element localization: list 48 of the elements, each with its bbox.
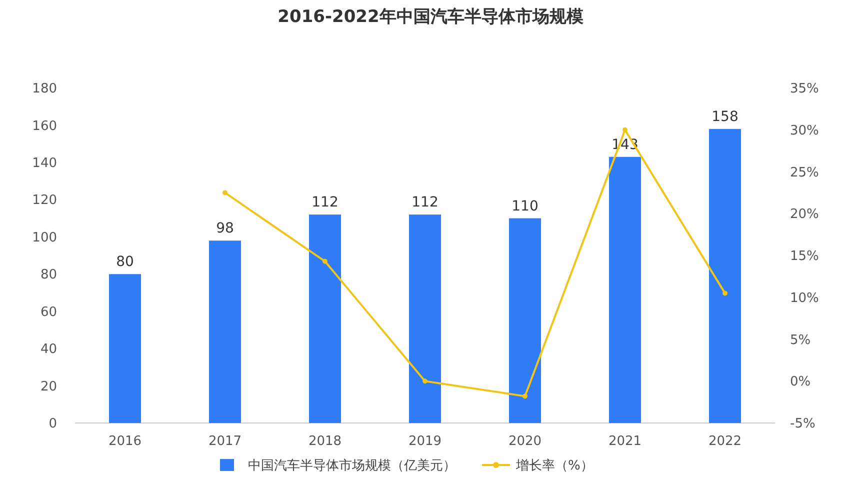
x-tick-label: 2022 <box>708 434 742 449</box>
y2-tick-label: 15% <box>790 249 819 264</box>
x-tick-label: 2017 <box>208 434 242 449</box>
y2-tick-label: 25% <box>790 165 819 180</box>
point <box>522 394 528 399</box>
x-tick-label: 2019 <box>408 434 442 449</box>
y2-tick-label: -5% <box>790 416 816 432</box>
point <box>422 378 428 384</box>
y-tick-label: 60 <box>40 304 57 320</box>
y2-tick-label: 20% <box>790 207 819 222</box>
point <box>222 190 228 196</box>
y-tick-label: 140 <box>32 156 57 171</box>
legend-label: 中国汽车半导体市场规模（亿美元） <box>248 458 456 474</box>
y-tick-label: 160 <box>32 118 57 134</box>
legend-label: 增长率（%） <box>515 458 594 474</box>
x-tick-label: 2016 <box>108 434 142 449</box>
bar <box>409 214 441 423</box>
bar <box>109 274 141 423</box>
y-tick-label: 80 <box>40 268 57 283</box>
y-tick-label: 120 <box>32 193 57 208</box>
y2-tick-label: 30% <box>790 123 819 138</box>
data-label: 158 <box>712 108 738 125</box>
bar <box>309 214 341 423</box>
y-tick-label: 100 <box>32 230 57 246</box>
bar <box>509 218 541 423</box>
bar <box>609 156 641 423</box>
y-tick-label: 20 <box>40 379 57 394</box>
chart-title: 2016-2022年中国汽车半导体市场规模 <box>278 7 584 27</box>
data-label: 112 <box>412 194 438 211</box>
data-label: 80 <box>116 254 134 270</box>
data-label: 112 <box>312 194 338 211</box>
point <box>722 290 728 296</box>
x-tick-label: 2018 <box>308 434 342 449</box>
y-tick-label: 40 <box>40 342 57 358</box>
y-tick-label: 0 <box>48 416 57 432</box>
y2-tick-label: 35% <box>790 82 819 97</box>
y2-tick-label: 10% <box>790 290 819 306</box>
point <box>322 258 328 264</box>
point <box>622 127 628 132</box>
y2-tick-label: 0% <box>790 374 811 390</box>
bar <box>709 128 741 423</box>
y-tick-label: 180 <box>32 82 57 97</box>
x-tick-label: 2021 <box>608 434 642 449</box>
data-label: 110 <box>512 198 538 214</box>
y2-tick-label: 5% <box>790 332 811 348</box>
x-tick-label: 2020 <box>508 434 542 449</box>
data-label: 98 <box>216 220 234 237</box>
bar <box>209 240 241 423</box>
